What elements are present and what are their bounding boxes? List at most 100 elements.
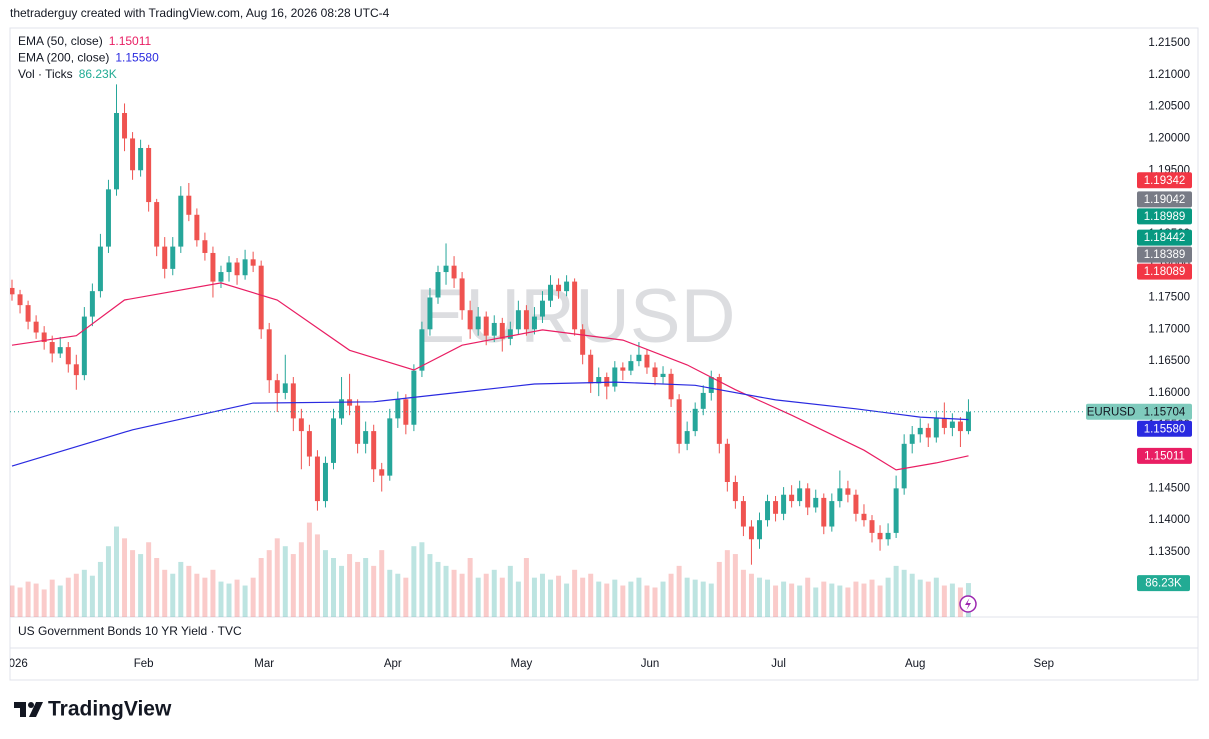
volume-bar	[387, 569, 393, 617]
candle-body	[57, 347, 63, 354]
price-badge-label: 1.18442	[1144, 232, 1186, 244]
y-tick-label: 1.17500	[1148, 292, 1190, 304]
volume-bar	[154, 558, 160, 617]
legend-entry: EMA (200, close) 1.15580	[18, 51, 159, 65]
volume-bar	[65, 577, 71, 617]
price-badge	[1137, 420, 1192, 437]
volume-bar	[813, 587, 819, 617]
candle-body	[97, 246, 103, 292]
volume-bar	[419, 542, 425, 617]
price-badge-label: 1.19342	[1144, 175, 1186, 187]
volume-bar	[41, 589, 47, 617]
volume-bar	[837, 585, 843, 617]
volume-bar	[756, 577, 762, 617]
candle-body	[10, 287, 15, 295]
volume-bar	[395, 573, 401, 617]
volume-bar	[853, 581, 859, 617]
volume-bar	[885, 577, 891, 617]
candle-body	[170, 246, 176, 269]
volume-bar	[732, 554, 738, 617]
legend-value: 1.15011	[109, 34, 152, 48]
candle-body	[797, 488, 803, 502]
candle-body	[652, 367, 658, 378]
candle-body	[73, 364, 79, 376]
candle-body	[17, 294, 23, 306]
candle-body	[250, 259, 256, 266]
volume-bar	[122, 538, 128, 617]
legend-entry: EMA (50, close) 1.15011	[18, 34, 152, 48]
candle-body	[965, 411, 971, 432]
candle-body	[692, 408, 698, 432]
symbol-badge-label: EURUSD	[1087, 406, 1136, 418]
brand-name: TradingView	[48, 698, 172, 721]
volume-bar	[491, 569, 497, 617]
volume-bar	[507, 565, 513, 617]
candle-body	[130, 138, 136, 171]
candle-body	[676, 399, 682, 444]
volume-badge-label: 86.23K	[1145, 578, 1182, 590]
candle-body	[379, 469, 385, 476]
y-tick-label: 1.14500	[1148, 482, 1190, 494]
candle-body	[877, 532, 883, 540]
y-tick-label: 1.20500	[1148, 101, 1190, 113]
candle-body	[371, 431, 377, 470]
candle-body	[925, 427, 931, 438]
volume-bar	[146, 542, 152, 617]
volume-bar	[403, 577, 409, 617]
volume-bar	[620, 585, 626, 617]
candle-body	[596, 377, 602, 384]
legend-entry: Vol · Ticks 86.23K	[18, 67, 117, 81]
price-badge	[1137, 263, 1192, 280]
header: thetraderguy created with TradingView.co…	[10, 6, 390, 20]
volume-bar	[306, 522, 312, 617]
candle-body	[483, 316, 489, 336]
x-tick-label: Jun	[641, 658, 660, 670]
candle-body	[941, 418, 947, 428]
volume-bar	[298, 542, 304, 617]
candle-body	[724, 443, 730, 482]
candle-body	[660, 373, 666, 378]
candle-body	[628, 361, 634, 371]
candle-body	[395, 399, 401, 419]
volume-bar	[652, 587, 658, 617]
volume-bar	[636, 577, 642, 617]
candle-body	[258, 265, 264, 330]
candle-body	[805, 488, 811, 508]
candle-body	[909, 434, 915, 444]
alert-icon[interactable]	[959, 595, 977, 613]
candle-body	[556, 284, 562, 292]
candle-body	[539, 300, 545, 317]
volume-bar	[234, 579, 240, 617]
legend-label: EMA (200, close)	[18, 51, 109, 65]
volume-bar	[925, 581, 931, 617]
volume-bar	[869, 579, 875, 617]
volume-bar	[347, 554, 353, 617]
candle-body	[234, 262, 240, 276]
volume-bar	[740, 569, 746, 617]
legend-label: EMA (50, close)	[18, 34, 103, 48]
volume-bar	[355, 561, 361, 617]
volume-bar	[339, 565, 345, 617]
candle-body	[885, 532, 891, 540]
candle-body	[740, 501, 746, 527]
volume-bar	[371, 565, 377, 617]
candle-body	[282, 383, 288, 393]
candle-body	[781, 494, 787, 514]
candle-body	[339, 399, 345, 419]
candle-body	[459, 278, 465, 311]
volume-bar	[379, 550, 385, 617]
y-tick-label: 1.21000	[1148, 69, 1190, 81]
volume-bar	[684, 577, 690, 617]
volume-bar	[556, 575, 562, 617]
candle-body	[612, 367, 618, 387]
symbol-badge	[1086, 403, 1192, 420]
volume-bar	[162, 569, 168, 617]
chart-frame	[9, 27, 1199, 681]
candle-body	[65, 347, 71, 365]
candle-body	[636, 354, 642, 362]
volume-bar	[797, 585, 803, 617]
volume-bar	[716, 561, 722, 617]
y-tick-label: 1.14000	[1148, 514, 1190, 526]
candle-body	[186, 195, 192, 215]
